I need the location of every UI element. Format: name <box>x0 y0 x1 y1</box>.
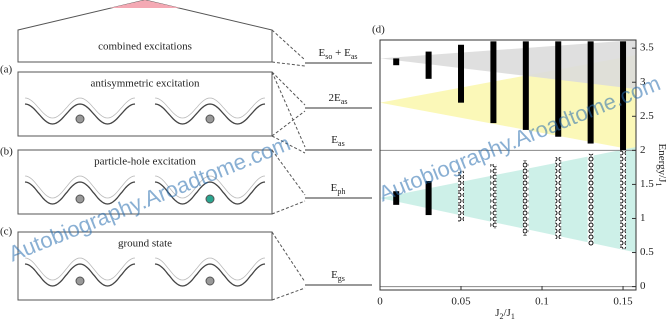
panel-tag: (a) <box>0 64 13 76</box>
text-part: 1 <box>511 312 515 320</box>
potential-shadow <box>154 257 266 281</box>
particle <box>75 276 85 286</box>
point-column <box>522 160 529 236</box>
text-part: ph <box>337 187 345 196</box>
connector <box>271 61 306 67</box>
particle <box>205 114 215 124</box>
point-column <box>425 51 432 79</box>
connector <box>271 110 306 137</box>
point-column <box>393 191 400 205</box>
connector <box>271 135 306 154</box>
panel-b <box>17 149 273 215</box>
y-tick-label: 3.5 <box>640 42 654 54</box>
panel-c <box>17 231 273 301</box>
x-tick-label: 0 <box>377 296 383 308</box>
potential <box>24 103 136 125</box>
combined-panel <box>17 0 273 63</box>
panel-title: antisymmetric excitation <box>90 78 200 90</box>
potential <box>24 181 136 205</box>
point-column <box>490 41 497 124</box>
text-part: gs <box>338 274 345 283</box>
y-tick-label: 0.5 <box>640 246 654 258</box>
shaded-region <box>380 40 636 90</box>
connector <box>271 71 306 148</box>
point-column <box>458 170 465 222</box>
x-tick-label: 0.05 <box>451 296 471 308</box>
potential-shadow <box>24 175 136 199</box>
point-column <box>587 41 594 144</box>
accent <box>110 0 180 8</box>
connector <box>271 71 306 106</box>
potential-shadow <box>154 97 266 119</box>
y-tick-label: 3 <box>640 76 646 88</box>
x-tick-label: 0.15 <box>613 296 633 308</box>
shaded-region <box>380 146 636 253</box>
point-column <box>490 163 497 229</box>
point-column <box>620 41 627 151</box>
connector <box>271 149 306 196</box>
connector <box>271 287 306 301</box>
level-label: Egs <box>331 269 345 284</box>
text-part: E <box>331 134 338 146</box>
particle <box>75 194 85 204</box>
text-part: 2 <box>499 312 503 320</box>
particle <box>75 114 85 124</box>
level-label: Eas <box>331 134 344 149</box>
y-tick-label: 2 <box>640 144 646 156</box>
potential <box>154 263 266 287</box>
text-part: 2E <box>329 92 342 104</box>
connector <box>271 200 306 215</box>
panel-tag: (c) <box>0 226 13 238</box>
x-tick-label: 0.1 <box>535 296 549 308</box>
text-part: + E <box>332 47 351 59</box>
potential <box>24 263 136 287</box>
potential-shadow <box>154 175 266 199</box>
text-part: /J <box>503 307 511 319</box>
text-part: J <box>495 307 500 319</box>
potential <box>154 103 266 125</box>
text-part: 1 <box>654 182 663 186</box>
connector <box>271 231 306 283</box>
point-column <box>425 181 432 216</box>
y-tick-label: 1 <box>640 212 646 224</box>
text-part: so <box>325 52 332 61</box>
point-column <box>555 41 562 137</box>
text-part: Energy/J <box>656 144 668 184</box>
point-column <box>522 41 529 130</box>
text-part: as <box>351 52 358 61</box>
text-part: E <box>319 47 326 59</box>
scheme <box>17 0 273 301</box>
panel-title: ground state <box>118 238 172 250</box>
panel-title: combined excitations <box>98 41 192 53</box>
potential-shadow <box>24 97 136 119</box>
level-label: Eph <box>331 182 346 197</box>
panel-tag: (b) <box>0 146 13 158</box>
potential-shadow <box>24 257 136 281</box>
point-column <box>620 150 627 250</box>
y-tick-label: 2.5 <box>640 110 654 122</box>
y-tick-label: 0 <box>640 280 646 292</box>
point-column <box>393 58 400 66</box>
point-column <box>587 153 594 246</box>
level-label: 2Eas <box>329 92 348 107</box>
text-part: E <box>331 182 338 194</box>
panel-title: particle-hole excitation <box>94 156 196 168</box>
connector <box>271 29 306 61</box>
panel-a <box>17 71 273 137</box>
x-axis-label: J2/J1 <box>495 307 515 320</box>
point-column <box>458 44 465 103</box>
potential <box>154 181 266 205</box>
particle <box>205 194 215 204</box>
panel-tag: (d) <box>372 24 385 36</box>
text-part: as <box>338 139 345 148</box>
point-column <box>555 157 562 239</box>
particle <box>205 276 215 286</box>
text-part: E <box>331 269 338 281</box>
y-tick-label: 1.5 <box>640 178 654 190</box>
level-label: Eso + Eas <box>319 47 358 62</box>
y-axis-label: Energy/J1 <box>654 144 669 187</box>
plot-frame <box>379 39 637 291</box>
text-part: as <box>341 97 348 106</box>
